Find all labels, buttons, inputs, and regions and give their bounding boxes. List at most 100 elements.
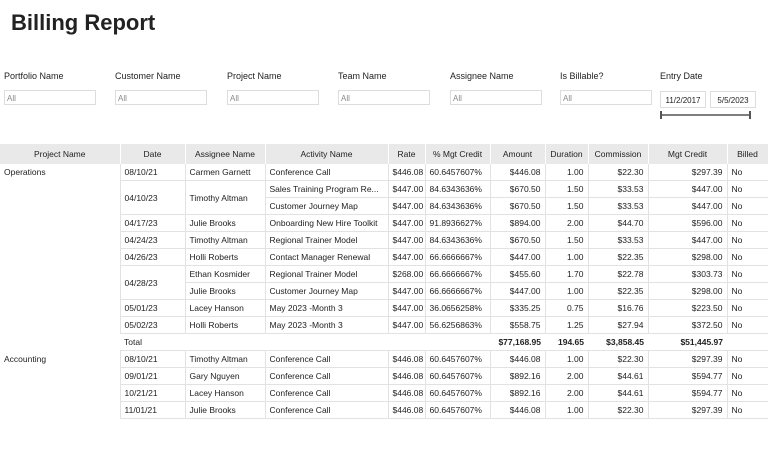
cell-pct: 60.6457607%	[424, 350, 490, 368]
cell-billed: No	[726, 367, 768, 385]
cell-pct: 84.6343636%	[424, 180, 490, 198]
cell-assignee: Lacey Hanson	[184, 299, 265, 317]
cell-activity: Regional Trainer Model	[264, 231, 388, 249]
cell-billed: No	[726, 384, 768, 402]
filter-input[interactable]: All	[338, 90, 430, 105]
cell-commission: $22.78	[587, 265, 648, 283]
cell-commission: $27.94	[587, 316, 648, 334]
column-header: Billed	[727, 144, 768, 164]
cell-commission: $44.61	[587, 384, 648, 402]
date-slider[interactable]	[660, 110, 752, 120]
cell-billed: No	[726, 299, 768, 317]
cell-mgt: $297.39	[647, 164, 727, 181]
table-row: 10/21/21 Lacey Hanson Conference Call $446.…	[0, 384, 768, 402]
cell-billed: No	[726, 401, 768, 419]
cell-amount: $892.16	[489, 367, 545, 385]
cell-rate: $446.08	[387, 350, 425, 368]
cell-assignee: Timothy Altman	[184, 180, 265, 215]
cell-duration: 1.50	[544, 231, 588, 249]
filter-input[interactable]: 11/2/2017	[660, 91, 706, 108]
cell-billed: No	[726, 350, 768, 368]
table-row: 04/17/23 Julie Brooks Onboarding New Hire …	[0, 214, 768, 232]
filter-label: Assignee Name	[450, 71, 514, 81]
column-header: Date	[120, 144, 186, 164]
filter-input[interactable]: All	[4, 90, 96, 105]
cell-duration: 1.00	[544, 282, 588, 300]
cell-amount: $670.50	[489, 197, 545, 215]
cell-mgt: $447.00	[647, 180, 727, 198]
cell-amount: $447.00	[489, 282, 545, 300]
total-duration: 194.65	[545, 333, 588, 351]
table-row: 04/10/23 Timothy Altman Sales Training Pro…	[0, 180, 768, 215]
table-row: 05/02/23 Holli Roberts May 2023 -Month 3 $4…	[0, 316, 768, 334]
cell-billed: No	[726, 164, 768, 181]
table-row: 04/28/23 Ethan Kosmider Regional Trainer M…	[0, 265, 768, 300]
cell-rate: $446.08	[387, 164, 425, 181]
cell-mgt: $594.77	[647, 384, 727, 402]
cell-mgt: $297.39	[647, 401, 727, 419]
billing-table: Project Name Date Assignee Name Activity Na…	[0, 144, 768, 419]
cell-date: 04/26/23	[119, 248, 185, 266]
table-row: 11/01/21 Julie Brooks Conference Call $446.…	[0, 401, 768, 419]
cell-duration: 1.00	[544, 164, 588, 181]
cell-rate: $447.00	[387, 214, 425, 232]
cell-assignee: Timothy Altman	[184, 231, 265, 249]
cell-pct: 60.6457607%	[424, 164, 490, 181]
cell-date: 05/02/23	[119, 316, 185, 334]
cell-date: 08/10/21	[119, 350, 185, 368]
cell-commission: $33.53	[587, 231, 648, 249]
filter-input[interactable]: 5/5/2023	[710, 91, 756, 108]
cell-activity: Conference Call	[264, 384, 388, 402]
cell-duration: 1.00	[544, 248, 588, 266]
cell-rate: $447.00	[387, 231, 425, 249]
cell-billed: No	[726, 214, 768, 232]
cell-amount: $446.08	[489, 401, 545, 419]
filter-input[interactable]: All	[227, 90, 319, 105]
cell-pct: 84.6343636%	[424, 231, 490, 249]
total-amount: $77,168.95	[490, 333, 545, 351]
cell-date: 09/01/21	[119, 367, 185, 385]
cell-pct: 66.6666667%	[424, 282, 490, 300]
column-header: Duration	[545, 144, 589, 164]
cell-amount: $894.00	[489, 214, 545, 232]
cell-commission: $16.76	[587, 299, 648, 317]
cell-billed: No	[726, 180, 768, 198]
cell-assignee: Julie Brooks	[184, 401, 265, 419]
cell-amount: $892.16	[489, 384, 545, 402]
column-header: % Mgt Credit	[425, 144, 491, 164]
cell-pct: 36.0656258%	[424, 299, 490, 317]
cell-billed: No	[726, 282, 768, 300]
cell-mgt: $298.00	[647, 282, 727, 300]
cell-pct: 91.8936627%	[424, 214, 490, 232]
filter-input[interactable]: All	[115, 90, 207, 105]
cell-amount: $446.08	[489, 164, 545, 181]
filter-input[interactable]: All	[560, 90, 652, 105]
table-row: Customer Journey Map $447.00 84.6343636% $6…	[0, 197, 768, 215]
cell-amount: $335.25	[489, 299, 545, 317]
cell-assignee: Julie Brooks	[184, 214, 265, 232]
cell-rate: $446.08	[387, 367, 425, 385]
column-header: Mgt Credit	[648, 144, 728, 164]
cell-amount: $558.75	[489, 316, 545, 334]
cell-activity: Contact Manager Renewal	[264, 248, 388, 266]
filter-label: Project Name	[227, 71, 282, 81]
cell-activity: Customer Journey Map	[264, 282, 388, 300]
cell-rate: $447.00	[387, 282, 425, 300]
cell-date: 10/21/21	[119, 384, 185, 402]
cell-date: 04/28/23	[119, 265, 185, 300]
cell-mgt: $447.00	[647, 197, 727, 215]
cell-mgt: $223.50	[647, 299, 727, 317]
filter-label: Customer Name	[115, 71, 181, 81]
filter-input[interactable]: All	[450, 90, 542, 105]
cell-activity: May 2023 -Month 3	[264, 299, 388, 317]
cell-billed: No	[726, 197, 768, 215]
filter-label: Entry Date	[660, 71, 703, 81]
cell-duration: 1.00	[544, 350, 588, 368]
table-row: 09/01/21 Gary Nguyen Conference Call $446.0…	[0, 367, 768, 385]
cell-rate: $446.08	[387, 401, 425, 419]
cell-commission: $44.70	[587, 214, 648, 232]
table-row: 05/01/23 Lacey Hanson May 2023 -Month 3 $44…	[0, 299, 768, 317]
cell-rate: $268.00	[387, 265, 425, 283]
cell-activity: May 2023 -Month 3	[264, 316, 388, 334]
